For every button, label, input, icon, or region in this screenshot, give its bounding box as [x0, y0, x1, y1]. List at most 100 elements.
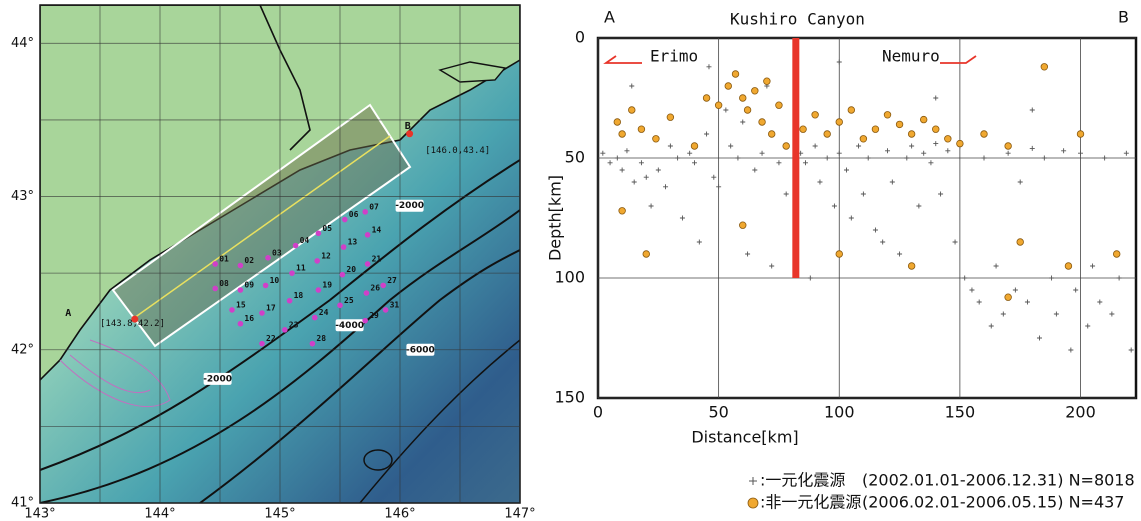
x-tick-label: 146° [384, 507, 415, 521]
point [692, 160, 697, 165]
legend-symbol [749, 477, 757, 485]
point [704, 132, 709, 137]
station-label: 03 [272, 248, 282, 257]
endpoint-coords: [146.0,43.4] [425, 146, 490, 156]
point [691, 143, 698, 150]
station-label: 25 [344, 296, 354, 305]
x-tick-label: 50 [708, 403, 728, 422]
point [783, 143, 790, 150]
point [784, 192, 789, 197]
legend-detail: (2002.01.01-2006.12.31) N=8018 [862, 471, 1135, 490]
point [890, 180, 895, 185]
point [908, 131, 915, 138]
y-tick-label: 150 [554, 388, 585, 407]
y-tick-label: 44° [11, 36, 34, 51]
point [945, 148, 950, 153]
station-label: 15 [236, 300, 246, 309]
point [837, 151, 842, 156]
point [928, 160, 933, 165]
station-label: 01 [219, 254, 229, 263]
point [817, 180, 822, 185]
point [752, 168, 757, 173]
point [624, 148, 629, 153]
point [803, 160, 808, 165]
point [836, 119, 843, 126]
endpoint-coords: [143.8,42.2] [100, 319, 165, 329]
legend-symbol [748, 498, 758, 508]
contour-label: -4000 [335, 321, 364, 331]
point [706, 64, 711, 69]
point [932, 126, 939, 133]
point [969, 288, 974, 293]
station-label: 23 [289, 320, 299, 329]
point [643, 251, 650, 258]
station [212, 261, 218, 267]
station-label: 11 [296, 264, 306, 273]
point [629, 84, 634, 89]
point [716, 184, 721, 189]
point [776, 102, 783, 109]
station [316, 231, 322, 237]
point [1054, 312, 1059, 317]
station-label: 29 [369, 311, 379, 320]
station-label: 05 [322, 224, 332, 233]
station-label: 07 [369, 202, 379, 211]
canyon-marker [792, 38, 799, 278]
legend-detail: (2006.02.01-2006.05.15) N=437 [862, 493, 1124, 512]
station [238, 287, 244, 293]
point [1124, 151, 1129, 156]
point [921, 151, 926, 156]
point [1065, 263, 1072, 270]
point [1001, 312, 1006, 317]
station [314, 258, 320, 264]
point [962, 276, 967, 281]
contour-label: -2000 [203, 374, 232, 384]
station [316, 287, 322, 293]
point [856, 144, 861, 149]
point [848, 107, 855, 114]
contour-label: -6000 [406, 345, 435, 355]
station [310, 341, 316, 347]
station-label: 26 [370, 284, 380, 293]
point [1097, 300, 1102, 305]
point [615, 156, 620, 161]
point [715, 102, 722, 109]
point [1006, 151, 1011, 156]
point [1078, 151, 1083, 156]
point [632, 180, 637, 185]
x-tick-label: 150 [945, 403, 976, 422]
direction-arrow [940, 56, 976, 63]
point [711, 175, 716, 180]
station-label: 10 [270, 276, 280, 285]
station-label: 14 [372, 225, 382, 234]
point [945, 136, 952, 143]
point [904, 156, 909, 161]
point [977, 300, 982, 305]
point [1013, 288, 1018, 293]
point [849, 216, 854, 221]
point [764, 78, 771, 85]
point [873, 228, 878, 233]
point [732, 71, 739, 78]
point [1018, 180, 1023, 185]
point [644, 175, 649, 180]
point [920, 116, 927, 123]
point [880, 240, 885, 245]
point [680, 216, 685, 221]
station [362, 209, 368, 215]
point [776, 160, 781, 165]
point [860, 136, 867, 143]
point [745, 252, 750, 257]
y-tick-label: 43° [11, 189, 34, 204]
point [740, 120, 745, 125]
point [1049, 276, 1054, 281]
station [229, 307, 235, 313]
point [1061, 148, 1066, 153]
station-label: 16 [244, 314, 254, 323]
point [663, 184, 668, 189]
x-tick-label: 147° [504, 507, 535, 521]
y-tick-label: 41° [11, 496, 34, 511]
station-label: 22 [266, 334, 276, 343]
point [813, 144, 818, 149]
point [759, 119, 766, 126]
